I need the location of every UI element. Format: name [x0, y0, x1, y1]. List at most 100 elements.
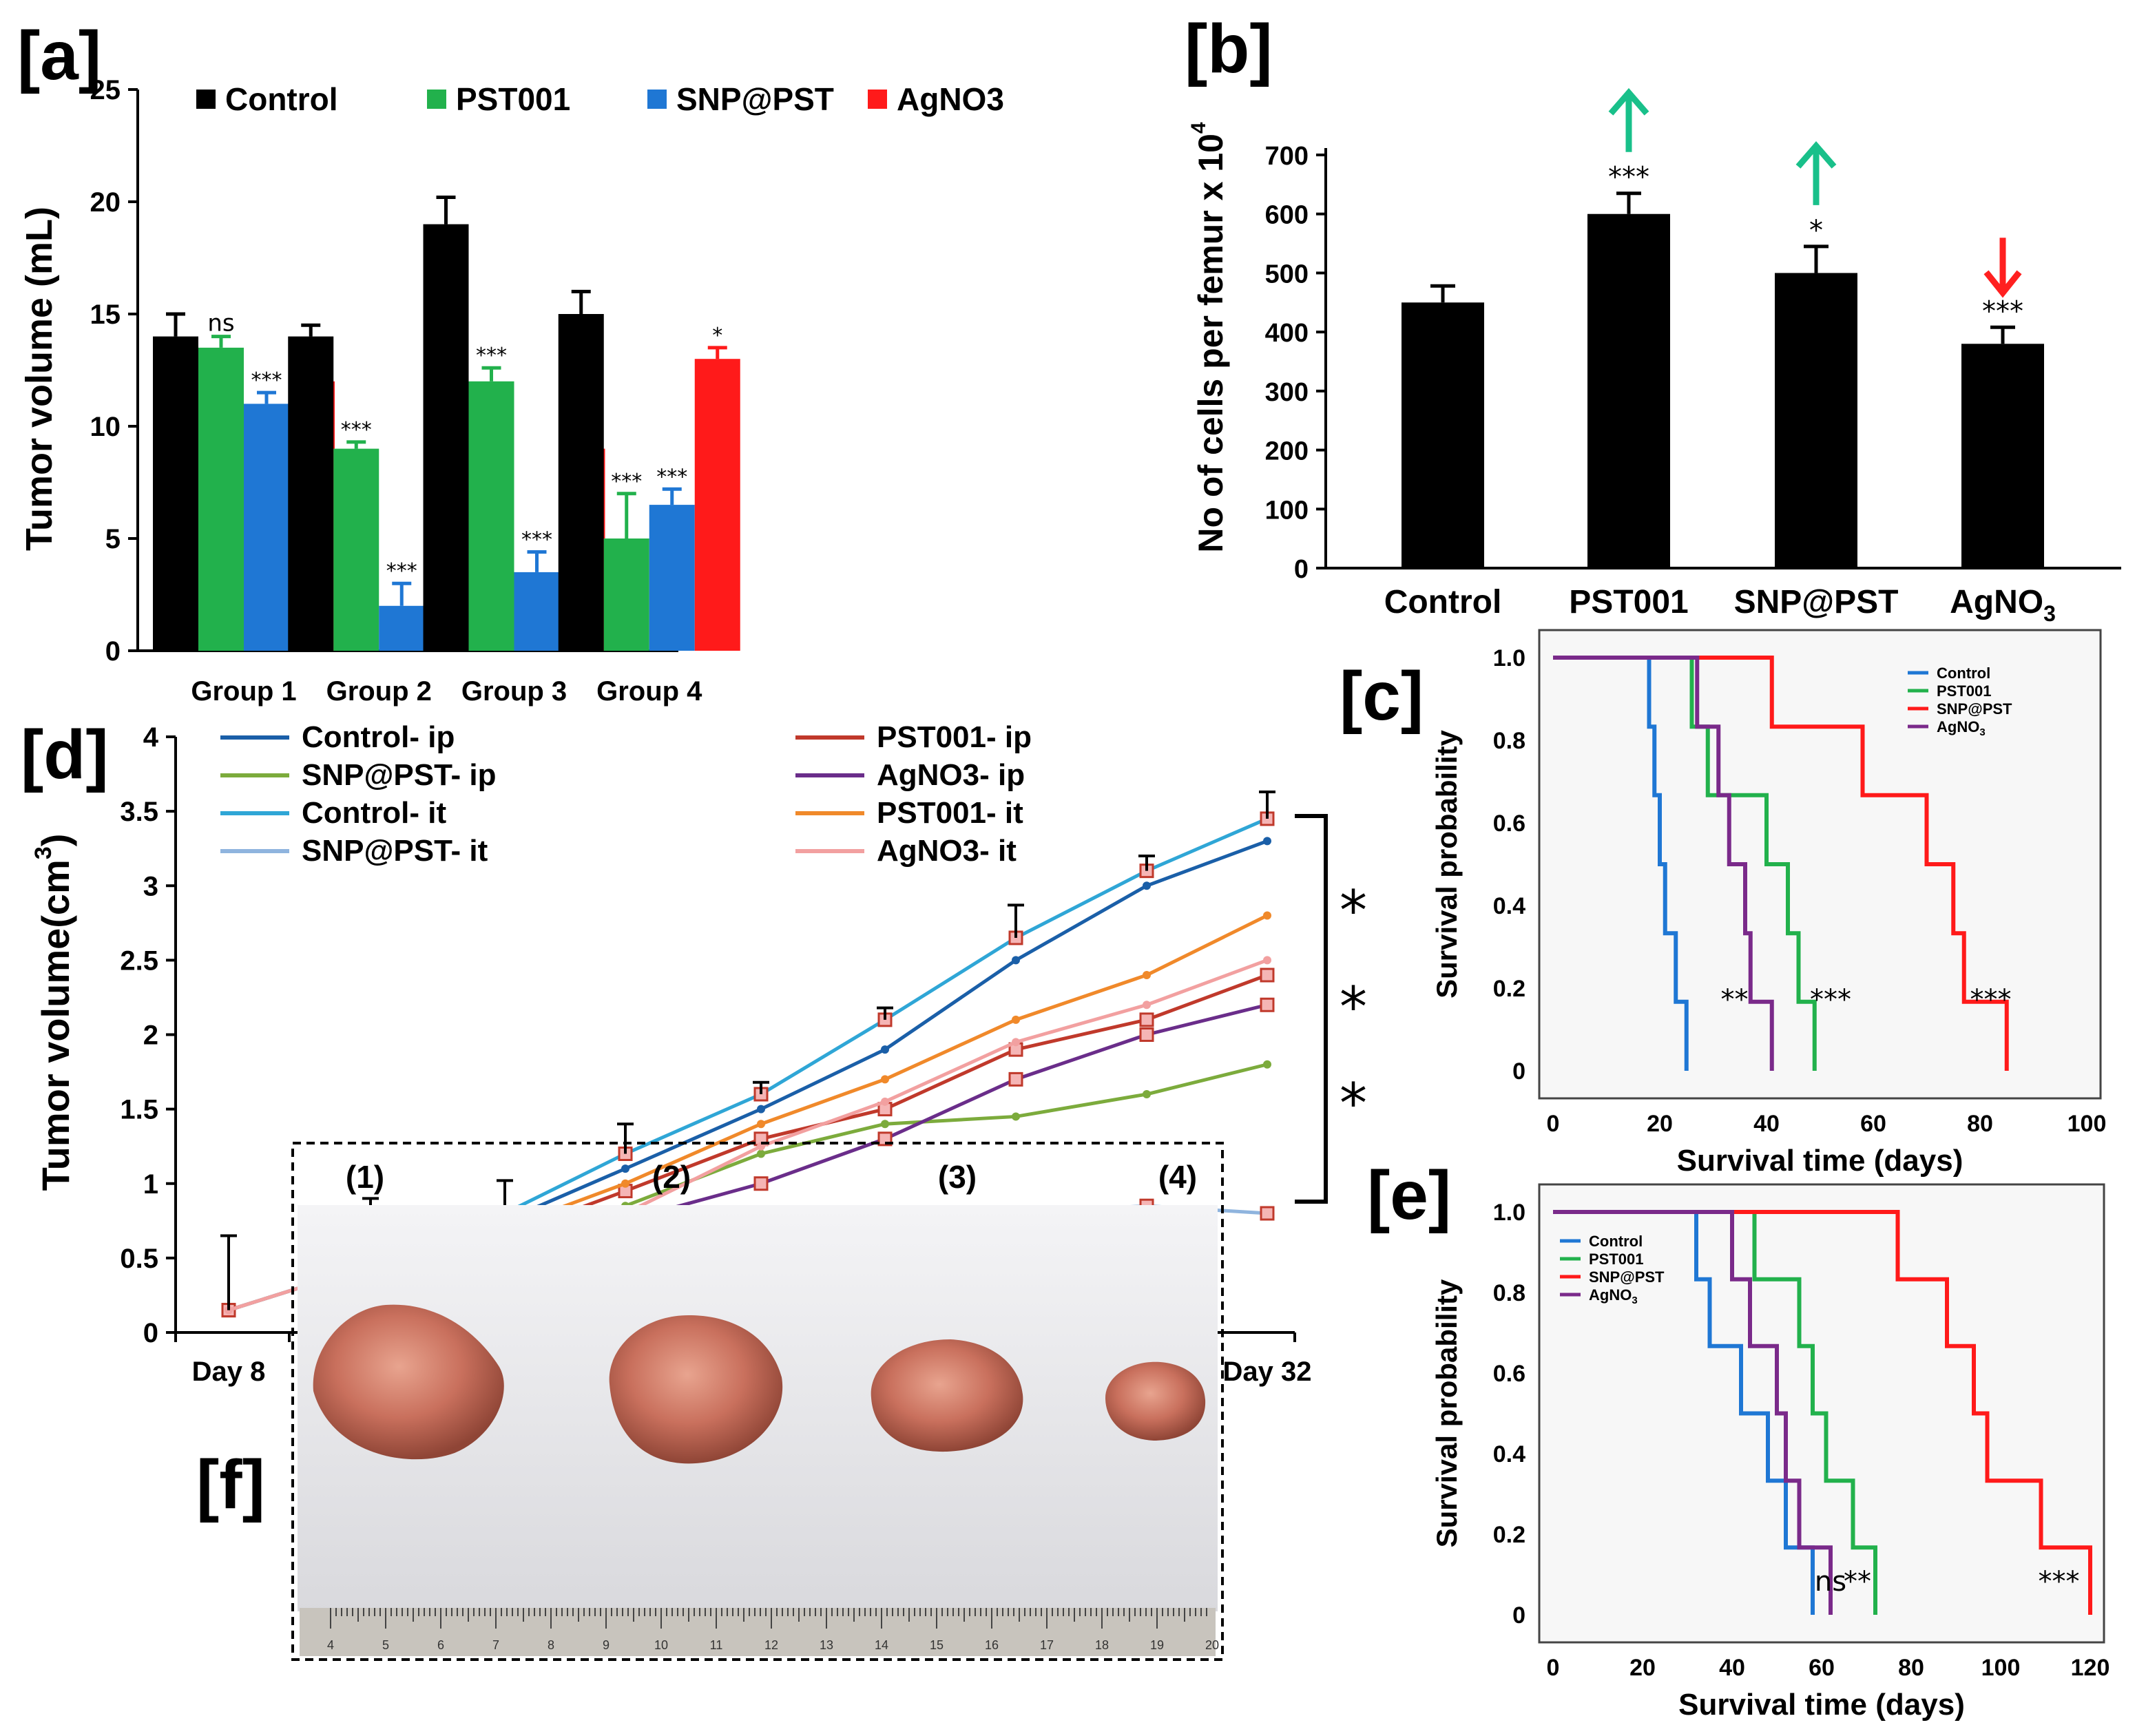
x-tick-label: 20 — [1647, 1111, 1673, 1137]
panel-d-y-tick-label: 3 — [143, 871, 158, 901]
data-point — [1260, 997, 1275, 1012]
significance-label: ** — [1721, 984, 1749, 1016]
specimen-labels: (1) (2) (3) (4) — [346, 1159, 1197, 1195]
ruler-number: 7 — [492, 1638, 499, 1652]
x-axis-title: Survival time (days) — [1677, 1144, 1963, 1178]
legend-label: AgNO3- ip — [877, 758, 1025, 792]
legend-label: Control- ip — [302, 720, 455, 754]
km-curve-pst001 — [1553, 656, 1817, 1071]
ruler-number: 15 — [930, 1638, 944, 1652]
data-point — [881, 1075, 889, 1084]
panel-a-bars: ns****************************** — [153, 195, 740, 651]
panel-a-axes: 0 5 10 15 20 25 Group 1 Group 2 Group 3 Group 4 — [90, 75, 703, 707]
ruler-number: 6 — [437, 1638, 444, 1652]
x-tick-label: 100 — [2067, 1111, 2107, 1137]
y-axis-title: Survival probability — [1430, 1279, 1463, 1547]
significance-label: *** — [1608, 162, 1649, 194]
data-point — [753, 1176, 769, 1191]
x-tick-label: 0 — [1547, 1655, 1560, 1681]
data-point — [621, 1179, 629, 1188]
legend-label: Control — [1937, 665, 1990, 682]
panel-a-x-tick-label: Group 3 — [461, 676, 567, 707]
x-tick-label: 80 — [1898, 1655, 1924, 1681]
tumor-specimen-1 — [313, 1304, 504, 1460]
data-point — [1143, 971, 1151, 979]
data-point — [1263, 1060, 1271, 1069]
ruler-number: 11 — [710, 1638, 723, 1652]
legend-label: AgNO3- it — [877, 834, 1017, 868]
significance-label: *** — [476, 344, 507, 368]
panel-b-x-tick-label-subscript: 3 — [2043, 601, 2056, 626]
panel-c-plot: 0 20 40 60 80 100 0 0.2 0.4 0.6 0.8 1.0 Survival tim… — [1430, 629, 2107, 1178]
data-point — [1139, 1012, 1154, 1027]
data-point — [1143, 1001, 1151, 1010]
y-tick-label: 0 — [1512, 1058, 1525, 1085]
panel-d-label: [d] — [21, 716, 109, 793]
panel-a-y-tick-label: 5 — [105, 524, 121, 554]
panel-b-y-tick-label: 300 — [1265, 378, 1309, 407]
ruler-number: 18 — [1095, 1638, 1109, 1652]
panel-b-y-tick-label: 0 — [1294, 555, 1309, 584]
significance-label: ** — [1844, 1566, 1871, 1598]
legend-label: Control- it — [302, 796, 447, 830]
ruler-number: 4 — [327, 1638, 334, 1652]
x-tick-label: 80 — [1967, 1111, 1993, 1137]
y-tick-label: 0.8 — [1493, 1280, 1525, 1306]
data-point — [1012, 1038, 1020, 1047]
panel-a-y-axis-title: Tumor volume (mL) — [19, 207, 60, 551]
data-point — [1263, 837, 1271, 846]
bar-pst001 — [1587, 213, 1670, 568]
data-point — [757, 1120, 765, 1129]
y-tick-label: 1.0 — [1493, 645, 1525, 671]
panel-b-y-axis-title: No of cells per femur x 104 — [1187, 122, 1230, 553]
y-tick-label: 0.2 — [1493, 976, 1525, 1002]
ruler-number: 16 — [985, 1638, 999, 1652]
panel-d-y-axis-title-close: ) — [34, 834, 77, 847]
panel-b-x-tick-label: AgNO3 — [1950, 584, 2056, 626]
significance-label: *** — [611, 470, 642, 494]
significance-label: *** — [341, 418, 372, 442]
km-curve-snp-pst — [1553, 1210, 2092, 1615]
legend-label: SNP@PST — [1589, 1268, 1665, 1286]
panel-c: [c] 0 20 40 60 80 100 0 0.2 0.4 0.6 0.8 1.0 Survival… — [1340, 629, 2107, 1178]
panel-e-label: [e] — [1367, 1157, 1451, 1234]
data-point — [1143, 1090, 1151, 1098]
panel-a-x-tick-label: Group 4 — [596, 676, 702, 707]
panel-b-y-axis-title-superscript: 4 — [1187, 122, 1210, 134]
ruler-number: 10 — [654, 1638, 668, 1652]
km-curve-control — [1553, 656, 1689, 1071]
bar-control — [153, 336, 198, 651]
panel-b-bars: ******* — [1402, 87, 2044, 568]
significance-label: *** — [656, 465, 687, 489]
legend-label-subscript: 3 — [1979, 726, 1985, 738]
data-point — [881, 1097, 889, 1106]
significance-label: ns — [207, 310, 234, 337]
legend-label: AgNO3 — [1937, 718, 1986, 738]
x-tick-label: 100 — [1981, 1655, 2021, 1681]
panel-d-y-tick-label: 1.5 — [120, 1095, 158, 1125]
y-tick-label: 0.6 — [1493, 1361, 1525, 1387]
panel-a-y-tick-label: 25 — [90, 75, 121, 105]
x-tick-label: 0 — [1547, 1111, 1560, 1137]
data-point — [881, 1045, 889, 1054]
legend-label: PST001- it — [877, 796, 1023, 830]
tumor-specimens — [313, 1304, 1206, 1464]
panel-b-axes: 0 100 200 300 400 500 600 700 Control PST001 SNP@P… — [1265, 142, 2121, 626]
panel-e: [e] 0 20 40 60 80 100 120 0 0.2 0.4 0.6 0.8 1.0 Survi… — [1367, 1157, 2109, 1722]
bar-pst001 — [333, 448, 379, 651]
km-curve-agno3 — [1553, 656, 1774, 1071]
panel-b: [b] 0 100 200 300 400 500 600 700 Control PST001 S… — [1185, 10, 2121, 626]
plot-frame — [1538, 629, 2102, 1100]
tumor-specimen-4 — [1105, 1361, 1206, 1441]
panel-a: [a] Control PST001 SNP@PST AgNO3 0 5 10 15 20 25… — [17, 17, 1004, 707]
panel-f-label: [f] — [196, 1446, 265, 1523]
data-point — [757, 1105, 765, 1113]
x-tick-label: 40 — [1753, 1111, 1780, 1137]
panel-d-y-axis-title: Tumor volume(cm3) — [30, 834, 77, 1191]
panel-f-frame — [291, 1142, 1224, 1661]
panel-b-x-tick-label: Control — [1384, 584, 1502, 620]
legend-swatch — [196, 90, 216, 109]
panel-b-x-tick-label: SNP@PST — [1734, 584, 1899, 620]
km-curve-agno3 — [1553, 1210, 1833, 1615]
data-point — [1263, 911, 1271, 920]
